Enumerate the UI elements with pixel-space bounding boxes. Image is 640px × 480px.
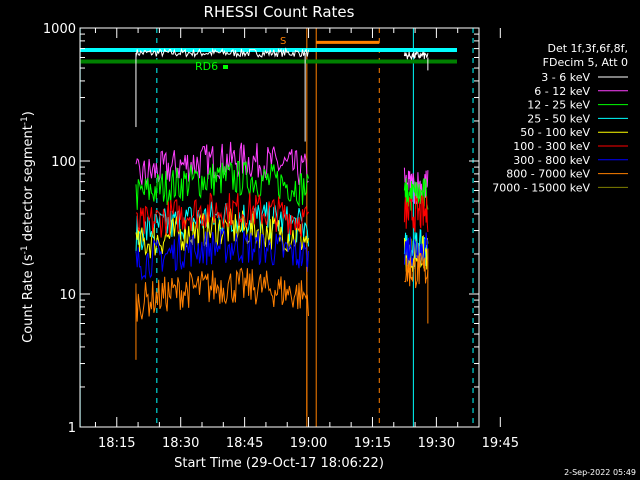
series-line [403, 178, 429, 211]
series-line [135, 267, 309, 322]
rd6-marker [223, 65, 228, 69]
plot-area: RD6 S [79, 28, 474, 427]
y-tick-label: 100 [51, 155, 76, 170]
series-line [135, 208, 309, 259]
series-line [403, 195, 429, 233]
series-line [403, 51, 429, 61]
legend: Det 1f,3f,6f,8f, FDecim 5, Att 0 3 - 6 k… [492, 42, 628, 194]
rd6-label: RD6 [195, 60, 218, 73]
legend-header-line1: Det 1f,3f,6f,8f, [547, 42, 628, 55]
y-tick-label: 10 [59, 288, 76, 303]
chart-title: RHESSI Count Rates [204, 3, 355, 21]
series-line [135, 192, 309, 238]
series-line [135, 201, 309, 253]
series-line [135, 47, 309, 58]
y-axis: 1 10 100 1000 [43, 22, 479, 436]
s-label: S [280, 36, 286, 47]
legend-entry-label: 3 - 6 keV [541, 71, 590, 84]
x-tick-label: 18:30 [162, 436, 199, 451]
x-tick-label: 19:45 [482, 436, 519, 451]
x-tick-label: 19:30 [418, 436, 455, 451]
x-tick-label: 19:15 [354, 436, 391, 451]
y-tick-label: 1 [68, 421, 76, 436]
series-line [404, 252, 429, 289]
x-tick-label: 19:00 [290, 436, 327, 451]
x-axis: 18:15 18:30 18:45 19:00 19:15 19:30 19:45 [94, 28, 519, 451]
legend-entry-label: 800 - 7000 keV [506, 168, 590, 181]
legend-header-line2: FDecim 5, Att 0 [543, 56, 628, 69]
legend-entry-label: 6 - 12 keV [534, 85, 590, 98]
legend-entry-label: 50 - 100 keV [520, 126, 590, 139]
legend-entry-label: 25 - 50 keV [527, 112, 590, 125]
plot-frame [79, 27, 480, 428]
x-tick-label: 18:15 [98, 436, 135, 451]
footer-date: 2-Sep-2022 05:49 [564, 468, 636, 477]
y-axis-label: Count Rate (s-1 detector segment-1) [20, 111, 36, 343]
x-axis-label: Start Time (29-Oct-17 18:06:22) [174, 456, 384, 471]
y-tick-label: 1000 [43, 22, 76, 37]
legend-entry-label: 7000 - 15000 keV [492, 181, 590, 194]
legend-entry-label: 100 - 300 keV [513, 140, 590, 153]
legend-entry-label: 12 - 25 keV [527, 99, 590, 112]
series-line [135, 141, 309, 186]
series-line [135, 160, 309, 210]
series-line [135, 227, 309, 281]
x-tick-label: 18:45 [226, 436, 263, 451]
legend-entry-label: 300 - 800 keV [513, 154, 590, 167]
